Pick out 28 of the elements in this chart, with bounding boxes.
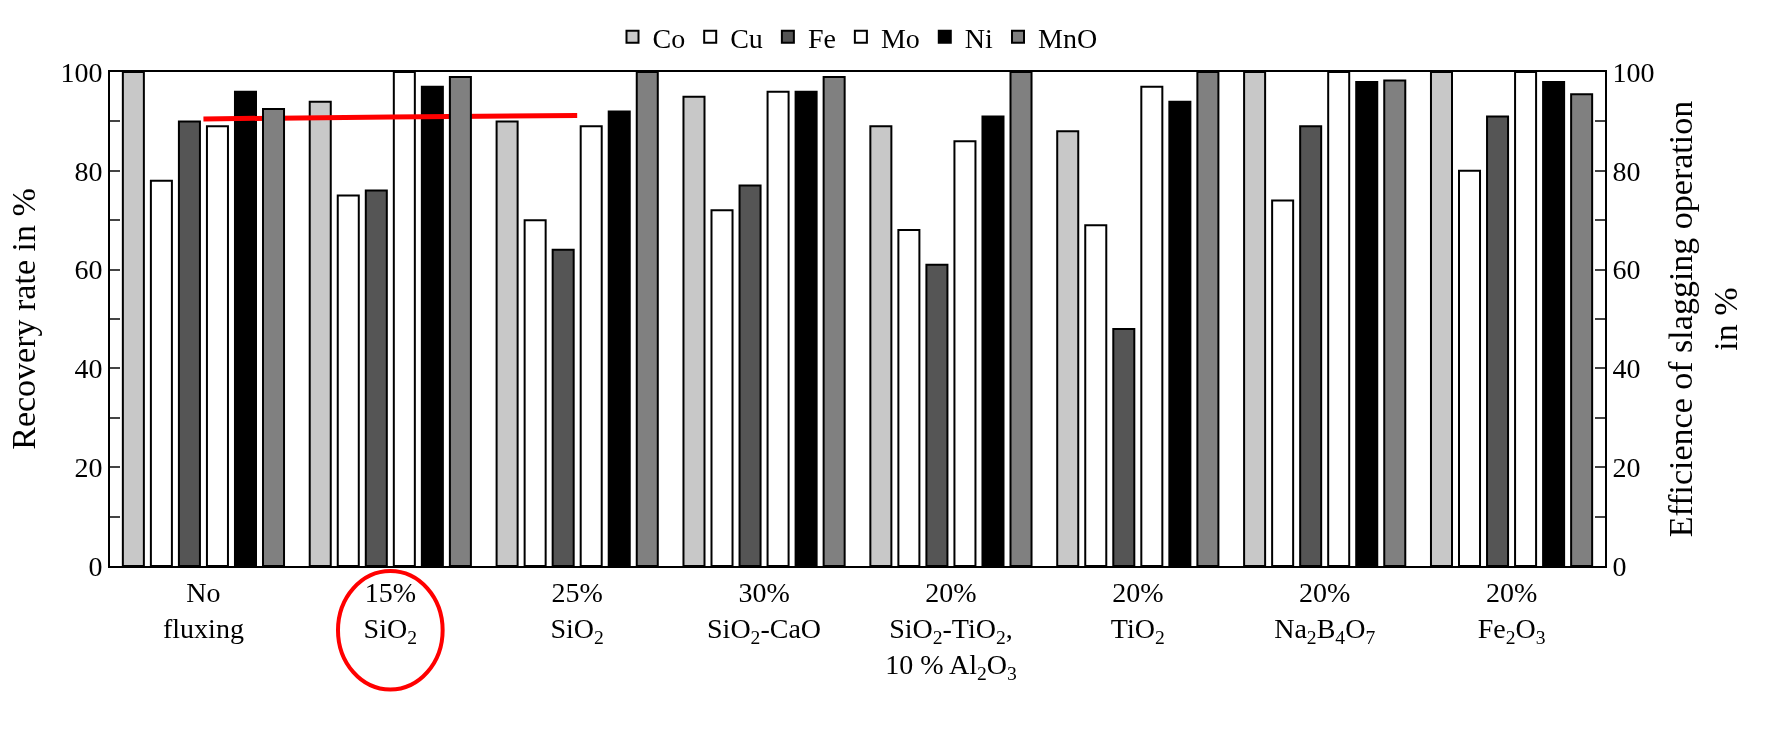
x-tick-label: 25% SiO$_{2}$ bbox=[550, 576, 604, 648]
legend-label: Mo bbox=[880, 22, 920, 54]
y2-axis-title: Efficience of slagging operation in % bbox=[1662, 100, 1744, 538]
legend-label: Co bbox=[652, 22, 686, 54]
legend-label: Fe bbox=[807, 22, 836, 54]
x-tick-label: 20% Na$_{2}$B$_{4}$O$_{7}$ bbox=[1274, 576, 1376, 648]
y2-tick-label: 20 bbox=[1612, 452, 1641, 483]
y2-tick-label: 80 bbox=[1612, 155, 1641, 187]
y2-tick-label: 0 bbox=[1612, 550, 1627, 582]
y-tick-label: 80 bbox=[74, 155, 103, 187]
y-tick-label: 40 bbox=[74, 353, 103, 385]
legend-label: MnO bbox=[1038, 22, 1098, 54]
x-tick-label: 20% Fe$_{2}$O$_{3}$ bbox=[1477, 576, 1546, 648]
y-tick-label: 20 bbox=[74, 452, 103, 483]
y-tick-label: 100 bbox=[60, 56, 103, 88]
y-axis-title: Recovery rate in % bbox=[4, 188, 42, 450]
y2-tick-label: 60 bbox=[1612, 254, 1641, 286]
x-tick-label: 15% SiO$_{2}$ bbox=[363, 576, 417, 648]
legend-label: Cu bbox=[730, 22, 763, 54]
y-tick-label: 60 bbox=[74, 254, 103, 286]
category-label: 20% SiO$_{2}$-TiO$_{2}$, 10 % Al$_{2}$O$_{3}$ bbox=[885, 576, 1017, 685]
x-tick-label: 30% SiO$_{2}$-CaO bbox=[707, 576, 822, 648]
x-tick-label: No fluxing bbox=[162, 576, 244, 644]
y2-tick-label: 100 bbox=[1612, 56, 1655, 88]
legend-label: Ni bbox=[964, 22, 993, 54]
y-tick-label: 0 bbox=[88, 550, 103, 582]
y2-tick-label: 40 bbox=[1612, 353, 1641, 385]
x-tick-label: 20% TiO$_{2}$ bbox=[1110, 576, 1165, 648]
